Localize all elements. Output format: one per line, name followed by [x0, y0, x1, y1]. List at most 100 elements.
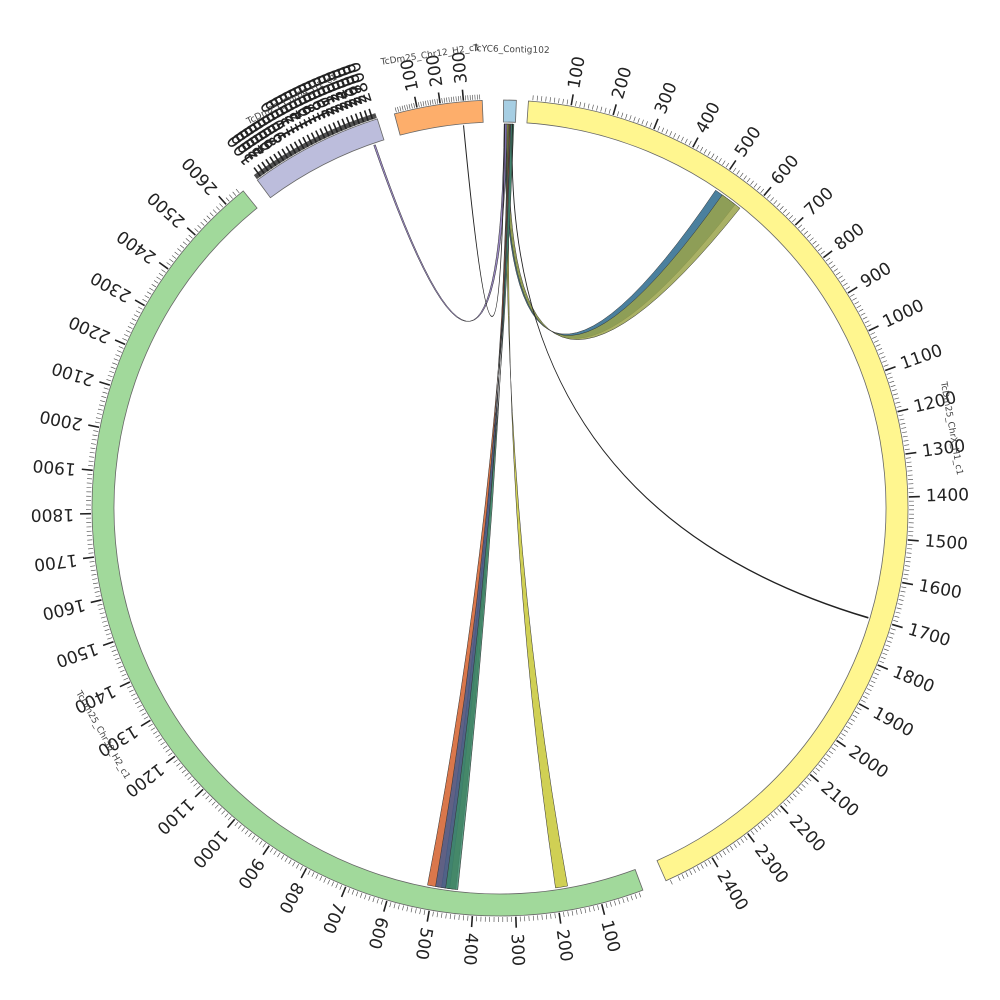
- major-tick: [281, 148, 289, 159]
- minor-tick: [93, 586, 99, 589]
- tick-label-x: 600: [767, 151, 803, 189]
- minor-tick: [173, 759, 178, 763]
- minor-tick: [282, 155, 286, 161]
- major-tick: [470, 916, 474, 928]
- minor-tick: [214, 804, 219, 809]
- tick-label-c30: 700: [318, 899, 349, 937]
- major-tick: [90, 599, 102, 604]
- minor-tick: [332, 129, 335, 135]
- minor-tick: [274, 160, 279, 165]
- minor-tick: [117, 350, 122, 353]
- tick-label-x: 2200: [785, 811, 829, 856]
- tick-label-x: 2100: [817, 778, 863, 821]
- minor-tick: [638, 892, 642, 898]
- minor-tick: [733, 843, 737, 848]
- minor-tick: [750, 830, 755, 835]
- minor-tick: [103, 387, 109, 390]
- minor-tick: [355, 119, 359, 125]
- minor-tick: [290, 150, 294, 156]
- minor-tick: [234, 821, 239, 827]
- minor-tick: [327, 879, 331, 885]
- minor-tick: [211, 801, 216, 806]
- minor-tick: [216, 206, 220, 211]
- minor-tick: [97, 603, 103, 606]
- minor-tick: [879, 660, 885, 664]
- minor-tick: [899, 594, 905, 597]
- minor-tick: [422, 101, 425, 107]
- minor-tick: [319, 135, 323, 140]
- minor-tick: [637, 118, 640, 123]
- tick-label-c30: 1600: [40, 594, 87, 623]
- minor-tick: [700, 864, 704, 869]
- minor-tick: [441, 98, 443, 104]
- minor-tick: [906, 461, 912, 463]
- minor-tick: [129, 689, 134, 693]
- minor-tick: [815, 244, 820, 248]
- minor-tick: [203, 218, 208, 223]
- minor-tick: [333, 128, 337, 134]
- minor-tick: [835, 271, 841, 276]
- minor-tick: [862, 316, 868, 320]
- minor-tick: [119, 669, 125, 673]
- minor-tick: [826, 754, 831, 758]
- minor-tick: [340, 125, 344, 131]
- minor-tick: [271, 162, 275, 167]
- major-tick: [328, 124, 335, 135]
- minor-tick: [161, 269, 166, 273]
- minor-tick: [368, 115, 371, 121]
- minor-tick: [327, 131, 331, 136]
- minor-tick: [114, 657, 120, 661]
- minor-tick: [310, 139, 314, 145]
- minor-tick: [634, 893, 637, 899]
- minor-tick: [545, 914, 548, 920]
- major-tick: [570, 94, 574, 106]
- minor-tick: [609, 901, 612, 907]
- minor-tick: [241, 827, 245, 832]
- major-tick: [300, 867, 308, 879]
- minor-tick: [792, 218, 797, 223]
- minor-tick: [841, 733, 846, 737]
- minor-tick: [423, 909, 426, 916]
- minor-tick: [92, 434, 98, 437]
- minor-tick: [803, 230, 809, 235]
- major-tick: [891, 623, 903, 629]
- minor-tick: [317, 136, 321, 141]
- minor-tick: [129, 322, 135, 325]
- minor-tick: [155, 734, 160, 739]
- minor-tick: [893, 393, 898, 396]
- minor-tick: [344, 123, 348, 129]
- minor-tick: [630, 895, 633, 901]
- minor-tick: [95, 595, 101, 598]
- ideogram-c102: [502, 99, 517, 123]
- minor-tick: [746, 177, 751, 183]
- minor-tick: [125, 330, 131, 333]
- minor-tick: [669, 131, 673, 136]
- minor-tick: [394, 107, 397, 113]
- minor-tick: [286, 152, 291, 158]
- tick-label-c30: 300: [506, 933, 527, 966]
- minor-tick: [873, 340, 879, 343]
- minor-tick: [770, 814, 775, 819]
- minor-tick: [371, 114, 374, 120]
- tick-label-c12: 300: [449, 50, 472, 84]
- minor-tick: [359, 118, 363, 124]
- minor-tick: [347, 122, 350, 128]
- minor-tick: [151, 283, 157, 288]
- minor-tick: [127, 326, 133, 329]
- minor-tick: [373, 113, 376, 119]
- minor-tick: [364, 116, 367, 122]
- minor-tick: [901, 427, 907, 429]
- minor-tick: [94, 591, 100, 593]
- minor-tick: [410, 907, 413, 913]
- minor-tick: [703, 149, 707, 154]
- tick-label-x: 700: [801, 184, 838, 221]
- minor-tick: [789, 215, 794, 220]
- minor-tick: [786, 212, 790, 217]
- minor-tick: [715, 855, 719, 860]
- minor-tick: [336, 127, 340, 133]
- minor-tick: [160, 741, 165, 746]
- minor-tick: [316, 136, 319, 142]
- minor-tick: [906, 552, 912, 554]
- minor-tick: [454, 914, 456, 920]
- minor-tick: [820, 760, 826, 765]
